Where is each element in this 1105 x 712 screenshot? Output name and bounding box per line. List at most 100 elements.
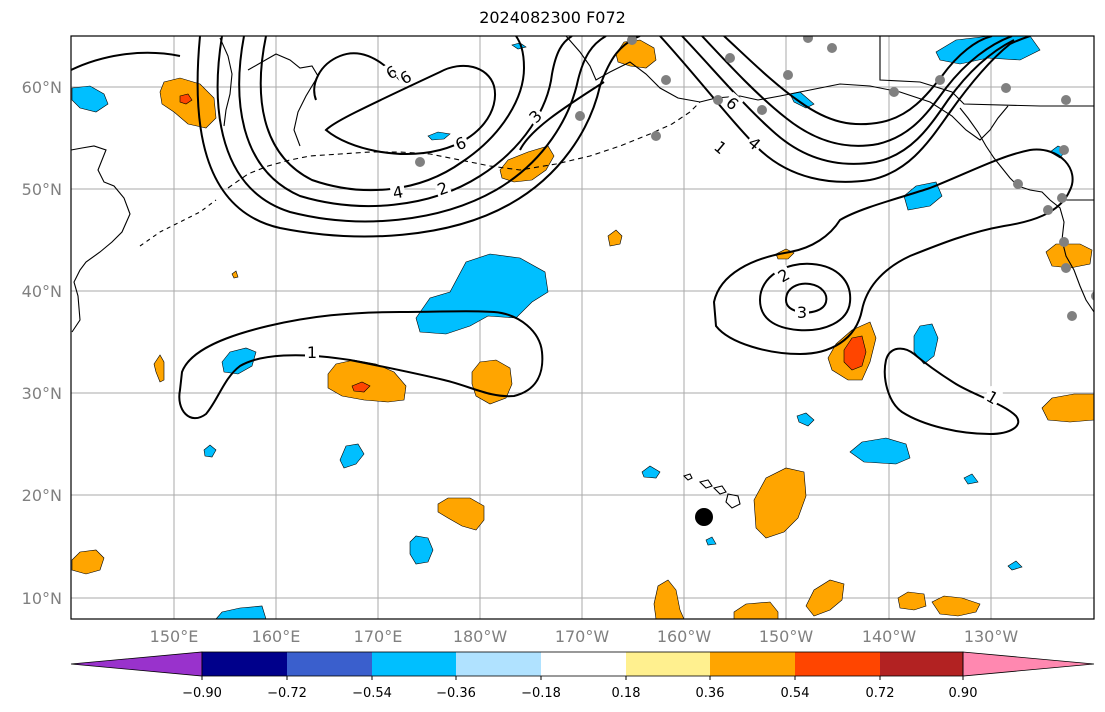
station-marker <box>415 157 425 167</box>
station-marker <box>661 75 671 85</box>
positive-anomaly-area <box>931 595 981 617</box>
colorbar-tick-label: 0.18 <box>612 686 641 701</box>
colorbar-swatch <box>541 652 626 676</box>
negative-anomaly-area <box>903 181 943 211</box>
coastlines <box>71 36 1094 509</box>
positive-anomaly-area <box>615 39 657 69</box>
positive-anomaly-area <box>471 359 513 405</box>
negative-anomaly-area <box>963 473 979 485</box>
colorbar-swatch <box>626 652 710 676</box>
negative-anomaly-area <box>221 347 257 375</box>
hawaii-islands <box>682 473 741 509</box>
contour-line <box>178 310 544 420</box>
longitude-label: 150°E <box>150 627 199 646</box>
negative-anomaly-area <box>796 412 815 427</box>
contour-line <box>313 52 401 101</box>
latitude-label: 20°N <box>22 486 62 505</box>
latitude-label: 30°N <box>22 384 62 403</box>
colorbar-tick-label: −0.54 <box>352 686 392 701</box>
strong-positive-anomaly-area <box>843 335 867 371</box>
negative-anomaly-area <box>427 131 451 141</box>
colorbar-swatch <box>372 652 456 676</box>
negative-anomaly-area <box>641 465 661 479</box>
station-marker <box>713 95 723 105</box>
colorbar-tick-label: 0.90 <box>949 686 978 701</box>
station-marker <box>1059 145 1069 155</box>
colorbar-tick-label: −0.36 <box>436 686 476 701</box>
strong-positive-anomaly-area <box>351 381 371 393</box>
longitude-label: 150°W <box>759 627 814 646</box>
north-america-coastline <box>1017 185 1094 313</box>
map-plot-area <box>71 36 1094 619</box>
negative-anomaly-area <box>913 323 939 365</box>
contour-line <box>659 36 1031 183</box>
contour-line <box>519 81 605 151</box>
map-frame <box>70 35 1095 620</box>
contour-line <box>196 36 641 238</box>
station-marker <box>783 70 793 80</box>
contour-line <box>723 36 993 126</box>
station-marker <box>1067 311 1077 321</box>
negative-anomaly-area <box>705 536 717 546</box>
kamchatka-coastline <box>219 37 233 127</box>
contour-line <box>701 36 1013 147</box>
negative-anomaly-area <box>849 437 911 465</box>
station-marker <box>651 131 661 141</box>
station-marker <box>1061 263 1071 273</box>
colorbar-swatch <box>202 652 287 676</box>
station-marker <box>1061 95 1071 105</box>
asia-coastline <box>71 145 131 333</box>
station-marker <box>1091 291 1094 301</box>
okhotsk-coastline <box>247 53 319 147</box>
negative-anomaly-area <box>203 444 217 458</box>
positive-anomaly-area <box>607 229 623 247</box>
longitude-label: 140°W <box>862 627 917 646</box>
colorbar-extend-low <box>70 651 203 677</box>
map-title: 2024082300 F072 <box>479 8 626 27</box>
contour-lines <box>71 36 1074 436</box>
positive-anomaly-area <box>805 579 845 617</box>
colorbar-swatch <box>287 652 372 676</box>
station-marker <box>1043 205 1053 215</box>
alaska-coastline <box>565 36 1009 141</box>
station-marker <box>827 43 837 53</box>
colorbar-tick-label: −0.18 <box>521 686 561 701</box>
strong-positive-anomaly-area <box>179 93 193 105</box>
colorbar-tick-label: 0.36 <box>696 686 725 701</box>
negative-anomaly-area <box>339 443 365 469</box>
contour-line <box>758 262 852 332</box>
longitude-label: 170°E <box>354 627 403 646</box>
contour-label: 3 <box>797 303 807 322</box>
latitude-labels: 60°N 50°N 40°N 30°N 20°N 10°N <box>22 78 62 608</box>
station-marker <box>935 75 945 85</box>
contour-line <box>681 36 1015 165</box>
storm-position-marker <box>695 508 713 526</box>
negative-anomaly-area <box>511 42 527 50</box>
latitude-label: 60°N <box>22 78 62 97</box>
aleutian-chain <box>227 101 701 189</box>
positive-anomaly-area <box>231 270 239 279</box>
positive-anomaly-area <box>1041 393 1094 423</box>
station-marker <box>1059 237 1069 247</box>
colorbar-swatch <box>880 652 963 676</box>
latitude-label: 40°N <box>22 282 62 301</box>
colorbar-swatch <box>456 652 541 676</box>
contour-line <box>712 148 1074 356</box>
positive-anomaly-area <box>327 359 407 403</box>
station-marker <box>627 36 637 45</box>
colorbar-swatch <box>795 652 880 676</box>
colorbar-tick-label: 0.54 <box>781 686 810 701</box>
station-marker <box>725 53 735 63</box>
station-marker <box>757 105 767 115</box>
longitude-label: 160°E <box>252 627 301 646</box>
colorbar-extend-high <box>962 651 1095 677</box>
positive-anomaly-area <box>753 467 807 539</box>
positive-anomaly-area <box>437 497 485 531</box>
longitude-label: 170°W <box>555 627 610 646</box>
station-marker <box>889 87 899 97</box>
latitude-label: 50°N <box>22 180 62 199</box>
contour-label-group: 6 6 6 3 4 2 1 4 6 2 3 1 1 <box>305 60 1004 408</box>
longitude-label: 130°W <box>964 627 1019 646</box>
longitude-labels: 150°E 160°E 170°E 180°W 170°W 160°W 150°… <box>150 627 1019 646</box>
